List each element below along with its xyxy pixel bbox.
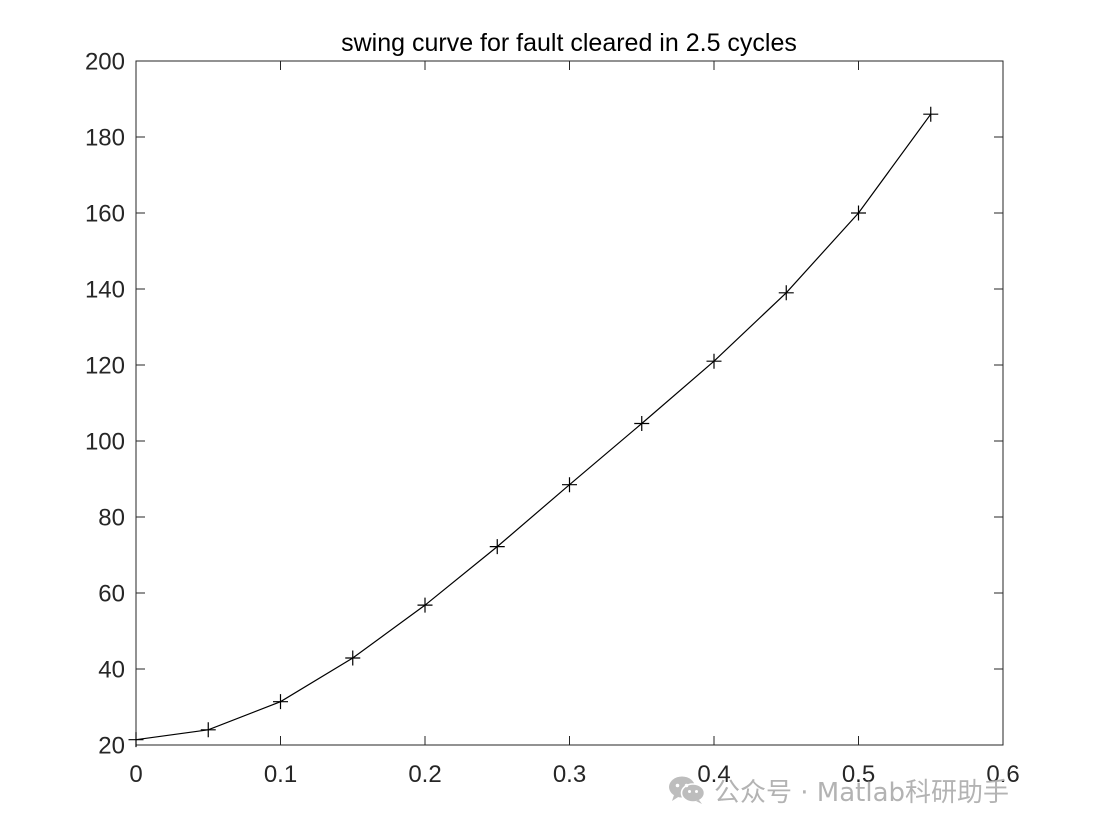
y-tick-label: 20 <box>98 733 125 760</box>
y-tick-label: 80 <box>98 505 125 532</box>
y-tick-label: 120 <box>85 353 125 380</box>
y-tick-label: 60 <box>98 581 125 608</box>
x-tick-label: 0.1 <box>264 761 297 788</box>
watermark-text: 公众号 · Matlab科研助手 <box>714 777 1010 808</box>
chart-title: swing curve for fault cleared in 2.5 cyc… <box>341 29 797 57</box>
data-point-marker <box>634 416 650 432</box>
y-tick-label: 140 <box>85 277 125 304</box>
y-tick-label: 180 <box>85 125 125 152</box>
y-tick-label: 40 <box>98 657 125 684</box>
data-point-marker <box>851 205 866 221</box>
axes-box <box>135 60 1004 746</box>
y-tick-label: 160 <box>85 201 125 228</box>
data-point-marker <box>273 694 288 710</box>
x-tick-label: 0 <box>129 761 142 788</box>
data-point-marker <box>778 285 794 301</box>
x-tick-label: 0.2 <box>408 761 441 788</box>
data-point-marker <box>417 597 433 613</box>
marker-group <box>128 106 939 748</box>
data-point-marker <box>562 477 577 493</box>
data-point-marker <box>200 722 216 738</box>
plot-area <box>136 61 1003 745</box>
data-point-marker <box>128 732 144 748</box>
x-tick-label: 0.4 <box>697 761 730 788</box>
series-line-group <box>135 113 932 741</box>
x-tick-label: 0.3 <box>553 761 586 788</box>
y-tick-label: 200 <box>85 49 125 76</box>
wechat-icon <box>669 776 706 804</box>
y-axis-ticks <box>136 60 1003 746</box>
data-point-marker <box>345 650 361 666</box>
y-axis-tick-labels: 20 40 60 80 100 120 140 160 180 200 <box>85 49 125 760</box>
x-axis-tick-labels: 0 0.1 0.2 0.3 0.4 0.5 0.6 <box>129 761 1019 788</box>
y-tick-label: 100 <box>85 429 125 456</box>
data-point-marker <box>489 539 505 555</box>
x-tick-label: 0.6 <box>986 761 1019 788</box>
series-line <box>135 113 932 741</box>
watermark: 公众号 · Matlab科研助手 <box>668 770 1009 810</box>
data-point-marker <box>923 106 939 122</box>
data-point-marker <box>706 353 722 369</box>
x-tick-label: 0.5 <box>842 761 875 788</box>
